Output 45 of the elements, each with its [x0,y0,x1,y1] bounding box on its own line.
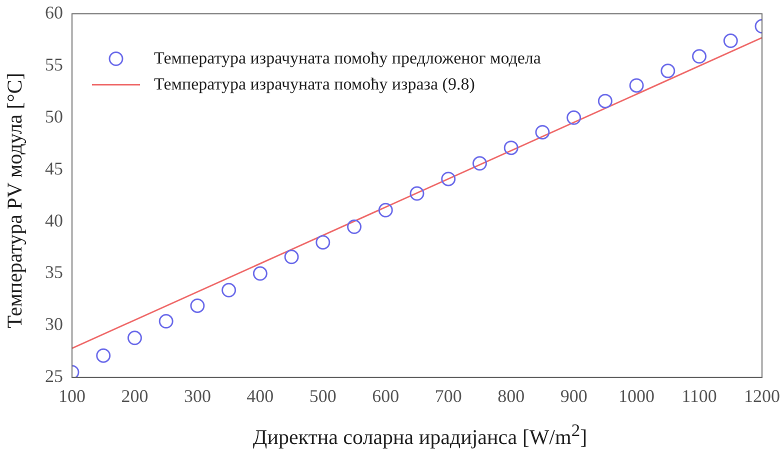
point [158,314,174,329]
point [472,156,487,171]
y-axis-title: Температура PV модула [°C] [2,72,28,328]
point [629,78,644,93]
point [692,49,707,64]
y-tick-label: 35 [45,262,63,282]
x-tick-label: 900 [560,386,588,406]
x-tick-label: 1100 [682,386,717,406]
x-tick-label: 600 [372,386,400,406]
y-tick-label: 45 [45,158,63,178]
x-tick-label: 400 [246,386,274,406]
point [566,110,582,125]
y-tick-label: 55 [45,54,63,74]
x-tick-label: 1000 [618,386,655,406]
point [410,186,424,201]
y-tick-label: 25 [45,366,63,386]
x-tick-label: 1200 [744,386,780,406]
point [378,202,393,218]
x-tick-label: 700 [434,386,462,406]
point [660,64,676,78]
y-tick-label: 40 [45,210,63,230]
point [127,330,142,346]
point [504,140,518,156]
point [535,124,550,140]
x-tick-label: 500 [309,386,336,406]
point [252,266,268,281]
point [598,94,612,108]
point [284,250,299,264]
legend-label: Температура израчуната помоћу израза (9.8) [154,74,475,94]
point [441,172,456,186]
y-tick-label: 30 [45,314,63,334]
point [316,235,330,250]
x-tick-label: 200 [121,386,148,406]
point [190,298,205,313]
x-axis-title: Директна соларна ирадијанса [W/m$^{2}$] [252,420,588,450]
legend-label: Температура израчуната помоћу предложеног модела [154,48,542,68]
x-tick-label: 300 [184,386,211,406]
y-tick-label: 60 [45,2,63,23]
point [723,34,738,48]
x-tick-label: 100 [58,386,86,406]
point [96,348,111,363]
point [222,282,236,298]
point [347,220,362,234]
y-tick-label: 50 [45,106,63,126]
x-tick-label: 800 [498,386,525,406]
